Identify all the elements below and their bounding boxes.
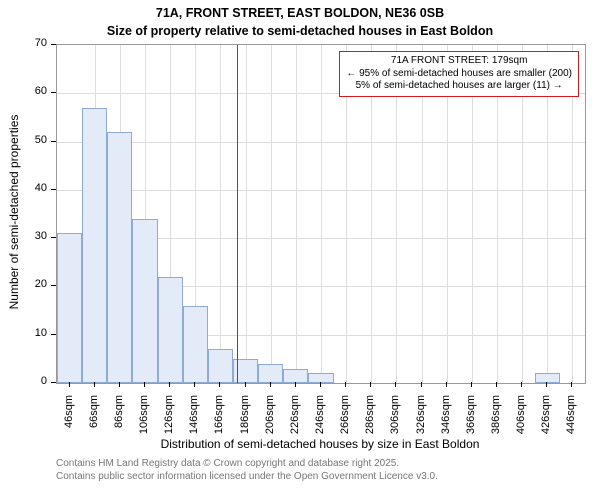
chart-title-line2: Size of property relative to semi-detach… <box>0 24 600 38</box>
x-tick-mark <box>169 382 170 387</box>
legend-line-2: ← 95% of semi-detached houses are smalle… <box>346 68 572 81</box>
y-tick-label: 60 <box>0 85 47 97</box>
x-tick-mark <box>194 382 195 387</box>
x-tick-mark <box>546 382 547 387</box>
x-tick-mark <box>270 382 271 387</box>
footer-attribution: Contains HM Land Registry data © Crown c… <box>56 458 438 483</box>
y-tick-mark <box>51 44 56 45</box>
gridline-v <box>246 45 247 383</box>
histogram-bar <box>57 233 82 383</box>
x-tick-label: 286sqm <box>364 395 376 445</box>
x-tick-label: 246sqm <box>314 395 326 445</box>
x-tick-mark <box>370 382 371 387</box>
x-tick-mark <box>421 382 422 387</box>
x-tick-mark <box>94 382 95 387</box>
y-tick-label: 30 <box>0 230 47 242</box>
y-tick-label: 70 <box>0 37 47 49</box>
x-tick-label: 326sqm <box>415 395 427 445</box>
histogram-bar <box>107 132 132 383</box>
y-tick-label: 0 <box>0 375 47 387</box>
x-tick-mark <box>295 382 296 387</box>
reference-line <box>237 45 238 383</box>
x-tick-label: 66sqm <box>88 395 100 445</box>
histogram-bar <box>208 349 233 383</box>
y-tick-label: 20 <box>0 278 47 290</box>
gridline-h <box>57 142 585 143</box>
histogram-bar <box>82 108 107 383</box>
x-tick-label: 386sqm <box>490 395 502 445</box>
gridline-v <box>271 45 272 383</box>
gridline-v <box>220 45 221 383</box>
x-tick-mark <box>69 382 70 387</box>
x-tick-mark <box>144 382 145 387</box>
y-tick-mark <box>51 334 56 335</box>
x-tick-mark <box>521 382 522 387</box>
histogram-bar <box>158 277 183 383</box>
x-tick-mark <box>245 382 246 387</box>
y-tick-mark <box>51 382 56 383</box>
legend-line-1: 71A FRONT STREET: 179sqm <box>346 55 572 68</box>
histogram-bar <box>258 364 283 383</box>
histogram-bar <box>183 306 208 383</box>
chart-title-line1: 71A, FRONT STREET, EAST BOLDON, NE36 0SB <box>0 6 600 20</box>
x-tick-label: 186sqm <box>239 395 251 445</box>
x-tick-label: 346sqm <box>440 395 452 445</box>
x-tick-label: 206sqm <box>264 395 276 445</box>
gridline-h <box>57 190 585 191</box>
x-tick-mark <box>446 382 447 387</box>
y-tick-mark <box>51 141 56 142</box>
x-tick-mark <box>496 382 497 387</box>
y-tick-mark <box>51 189 56 190</box>
histogram-bar <box>132 219 157 383</box>
x-tick-label: 306sqm <box>389 395 401 445</box>
x-tick-label: 106sqm <box>138 395 150 445</box>
y-tick-label: 50 <box>0 134 47 146</box>
y-tick-mark <box>51 92 56 93</box>
x-tick-label: 166sqm <box>213 395 225 445</box>
x-tick-label: 446sqm <box>565 395 577 445</box>
x-tick-label: 126sqm <box>163 395 175 445</box>
x-tick-label: 366sqm <box>465 395 477 445</box>
x-tick-mark <box>571 382 572 387</box>
legend-line-3: 5% of semi-detached houses are larger (1… <box>346 80 572 93</box>
x-tick-label: 46sqm <box>63 395 75 445</box>
x-tick-label: 406sqm <box>515 395 527 445</box>
footer-line-2: Contains public sector information licen… <box>56 471 438 484</box>
x-tick-label: 86sqm <box>113 395 125 445</box>
x-tick-label: 226sqm <box>289 395 301 445</box>
x-tick-mark <box>471 382 472 387</box>
chart-root: 71A, FRONT STREET, EAST BOLDON, NE36 0SB… <box>0 0 600 500</box>
x-tick-mark <box>320 382 321 387</box>
y-tick-label: 10 <box>0 327 47 339</box>
x-tick-mark <box>219 382 220 387</box>
y-tick-label: 40 <box>0 182 47 194</box>
x-tick-mark <box>119 382 120 387</box>
x-tick-mark <box>345 382 346 387</box>
gridline-v <box>321 45 322 383</box>
x-tick-mark <box>395 382 396 387</box>
x-tick-label: 426sqm <box>540 395 552 445</box>
legend-box: 71A FRONT STREET: 179sqm ← 95% of semi-d… <box>339 51 579 97</box>
footer-line-1: Contains HM Land Registry data © Crown c… <box>56 458 438 471</box>
plot-area: 71A FRONT STREET: 179sqm ← 95% of semi-d… <box>56 44 586 384</box>
x-tick-label: 266sqm <box>339 395 351 445</box>
x-tick-label: 146sqm <box>188 395 200 445</box>
gridline-v <box>296 45 297 383</box>
y-tick-mark <box>51 285 56 286</box>
histogram-bar <box>283 369 308 383</box>
y-tick-mark <box>51 237 56 238</box>
